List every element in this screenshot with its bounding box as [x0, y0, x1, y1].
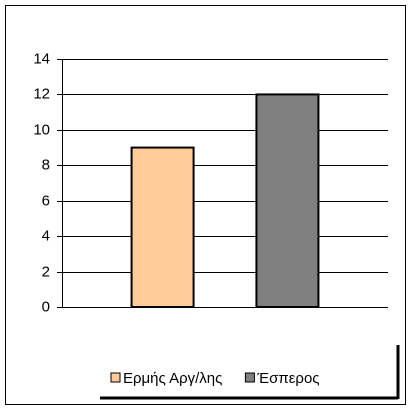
chart-frame	[5, 5, 406, 405]
y-tick-label: 2	[42, 263, 50, 280]
bar	[130, 146, 195, 308]
y-tick-label: 4	[42, 227, 50, 244]
legend-label: Ερμής Αργ/λης	[123, 370, 222, 387]
y-tick-label: 10	[33, 121, 50, 138]
y-tick-label: 0	[42, 298, 50, 315]
y-tick-label: 14	[33, 50, 50, 67]
legend-label: Έσπερος	[256, 370, 319, 387]
bar	[255, 93, 320, 308]
y-tick-label: 8	[42, 156, 50, 173]
legend-marker	[244, 372, 255, 383]
y-tick-label: 6	[42, 192, 50, 209]
y-tick-label: 12	[33, 85, 50, 102]
legend-marker	[110, 372, 121, 383]
